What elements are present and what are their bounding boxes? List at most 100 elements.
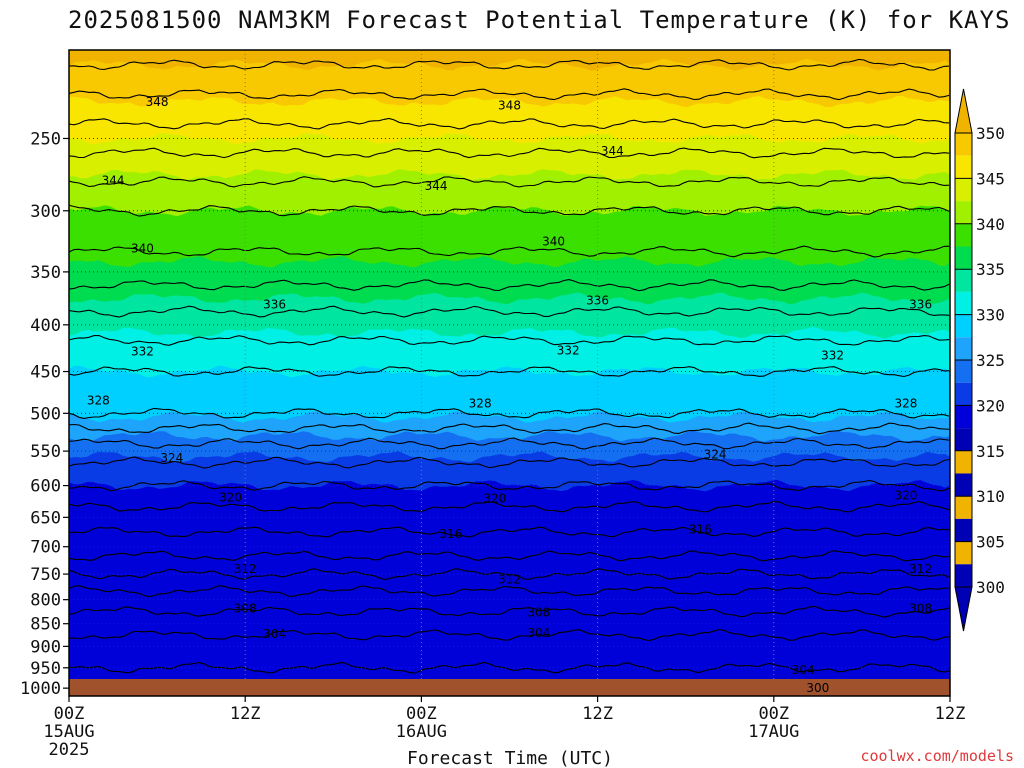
contour-label-332: 332: [131, 345, 154, 359]
contour-label-348: 348: [146, 95, 169, 109]
contour-label-304: 304: [527, 626, 550, 640]
contour-label-332: 332: [821, 348, 844, 362]
y-tick-label: 500: [30, 404, 61, 424]
contour-line-336: [69, 279, 950, 292]
contour-label-340: 340: [542, 234, 565, 248]
colorbar-label: 325: [976, 351, 1005, 370]
contour-line-326: [69, 422, 950, 435]
colorbar-segment: [955, 564, 972, 587]
chart-title: 2025081500 NAM3KM Forecast Potential Tem…: [68, 6, 1010, 34]
contour-line-314: [69, 550, 950, 562]
colorbar-segment: [955, 178, 972, 202]
colorbar-under-arrow: [954, 586, 973, 632]
y-tick-label: 350: [30, 263, 61, 283]
contour-label-312: 312: [234, 562, 257, 576]
colorbar-segment: [955, 382, 972, 406]
colorbar-segment: [955, 473, 972, 497]
colorbar-segment: [955, 133, 972, 156]
contour-label-312: 312: [498, 572, 521, 586]
theta-fill-layer: [69, 50, 950, 728]
contour-label-308: 308: [909, 601, 932, 615]
colorbar-label: 305: [976, 533, 1005, 552]
contour-line-348: [69, 88, 950, 101]
contour-label-308: 308: [234, 601, 257, 615]
x-tick-label: 00Z: [54, 704, 85, 724]
y-tick-label: 650: [30, 508, 61, 528]
colorbar-segment: [955, 496, 972, 519]
colorbar: 300 305 310 315 320 325 330 335 340 345 350: [954, 88, 1005, 632]
x-tick-label: 00Z: [758, 704, 789, 724]
contour-line-328: [69, 407, 950, 419]
contour-label-308: 308: [527, 605, 550, 619]
contour-line-344: [69, 147, 950, 159]
contour-label-332: 332: [557, 344, 580, 358]
contour-label-336: 336: [263, 297, 286, 311]
contour-line-308: [69, 605, 950, 618]
colorbar-label: 350: [976, 124, 1005, 143]
contour-label-336: 336: [586, 293, 609, 307]
contour-line-322: [69, 456, 950, 469]
contour-line-316: [69, 526, 950, 538]
colorbar-segment: [955, 155, 972, 179]
credit-text: coolwx.com/models: [860, 747, 1014, 765]
colorbar-label: 300: [976, 578, 1005, 597]
colorbar-segment: [955, 518, 972, 542]
x-tick-label: 12Z: [935, 704, 966, 724]
contour-label-344: 344: [425, 179, 448, 193]
colorbar-segment: [955, 291, 972, 315]
x-tick-year-label: 2025: [49, 740, 90, 760]
contour-line-332: [69, 334, 950, 346]
contour-label-340: 340: [131, 242, 154, 256]
contour-line-324: [69, 437, 950, 450]
fill-band: [69, 701, 950, 728]
colorbar-label: 310: [976, 487, 1005, 506]
contour-line-320: [69, 479, 950, 492]
colorbar-label: 330: [976, 306, 1005, 325]
colorbar-segment: [955, 541, 972, 565]
colorbar-segment: [955, 223, 972, 247]
contour-label-328: 328: [87, 393, 110, 407]
contour-layer: [69, 58, 950, 674]
contour-label-344: 344: [601, 144, 624, 158]
contour-label-316: 316: [439, 527, 462, 541]
colorbar-over-arrow: [954, 88, 973, 134]
contour-label-312: 312: [909, 562, 932, 576]
colorbar-label: 340: [976, 215, 1005, 234]
x-axis-label: Forecast Time (UTC): [407, 748, 613, 768]
y-tick-label: 750: [30, 565, 61, 585]
colorbar-segment: [955, 450, 972, 474]
contour-line-346: [69, 117, 950, 130]
contour-label-320: 320: [219, 490, 242, 504]
x-tick-date-label: 15AUG: [43, 722, 94, 742]
colorbar-segment: [955, 201, 972, 224]
colorbar-segment: [955, 337, 972, 360]
contour-label-328: 328: [469, 397, 492, 411]
x-tick-date-label: 16AUG: [396, 722, 447, 742]
contour-line-340: [69, 204, 950, 217]
contour-label-328: 328: [894, 397, 917, 411]
colorbar-segment: [955, 428, 972, 451]
contour-label-304: 304: [792, 663, 815, 677]
colorbar-label: 335: [976, 260, 1005, 279]
x-tick-label: 12Z: [230, 704, 261, 724]
colorbar-segment: [955, 269, 972, 292]
contour-label-324: 324: [160, 451, 183, 465]
colorbar-segment: [955, 360, 972, 383]
contour-label-320: 320: [894, 488, 917, 502]
y-tick-label: 550: [30, 442, 61, 462]
contour-line-318: [69, 501, 950, 513]
y-tick-label: 450: [30, 363, 61, 383]
y-tick-label: 800: [30, 591, 61, 611]
contour-label-336: 336: [909, 297, 932, 311]
colorbar-label: 315: [976, 442, 1005, 461]
x-tick-date-label: 17AUG: [748, 722, 799, 742]
fill-band: [69, 698, 950, 710]
contour-label-348: 348: [498, 98, 521, 112]
colorbar-label: 345: [976, 169, 1005, 188]
y-tick-label: 300: [30, 202, 61, 222]
colorbar-segment: [955, 314, 972, 338]
contour-label-304: 304: [263, 627, 286, 641]
y-tick-label: 850: [30, 615, 61, 635]
x-tick-label: 12Z: [582, 704, 613, 724]
